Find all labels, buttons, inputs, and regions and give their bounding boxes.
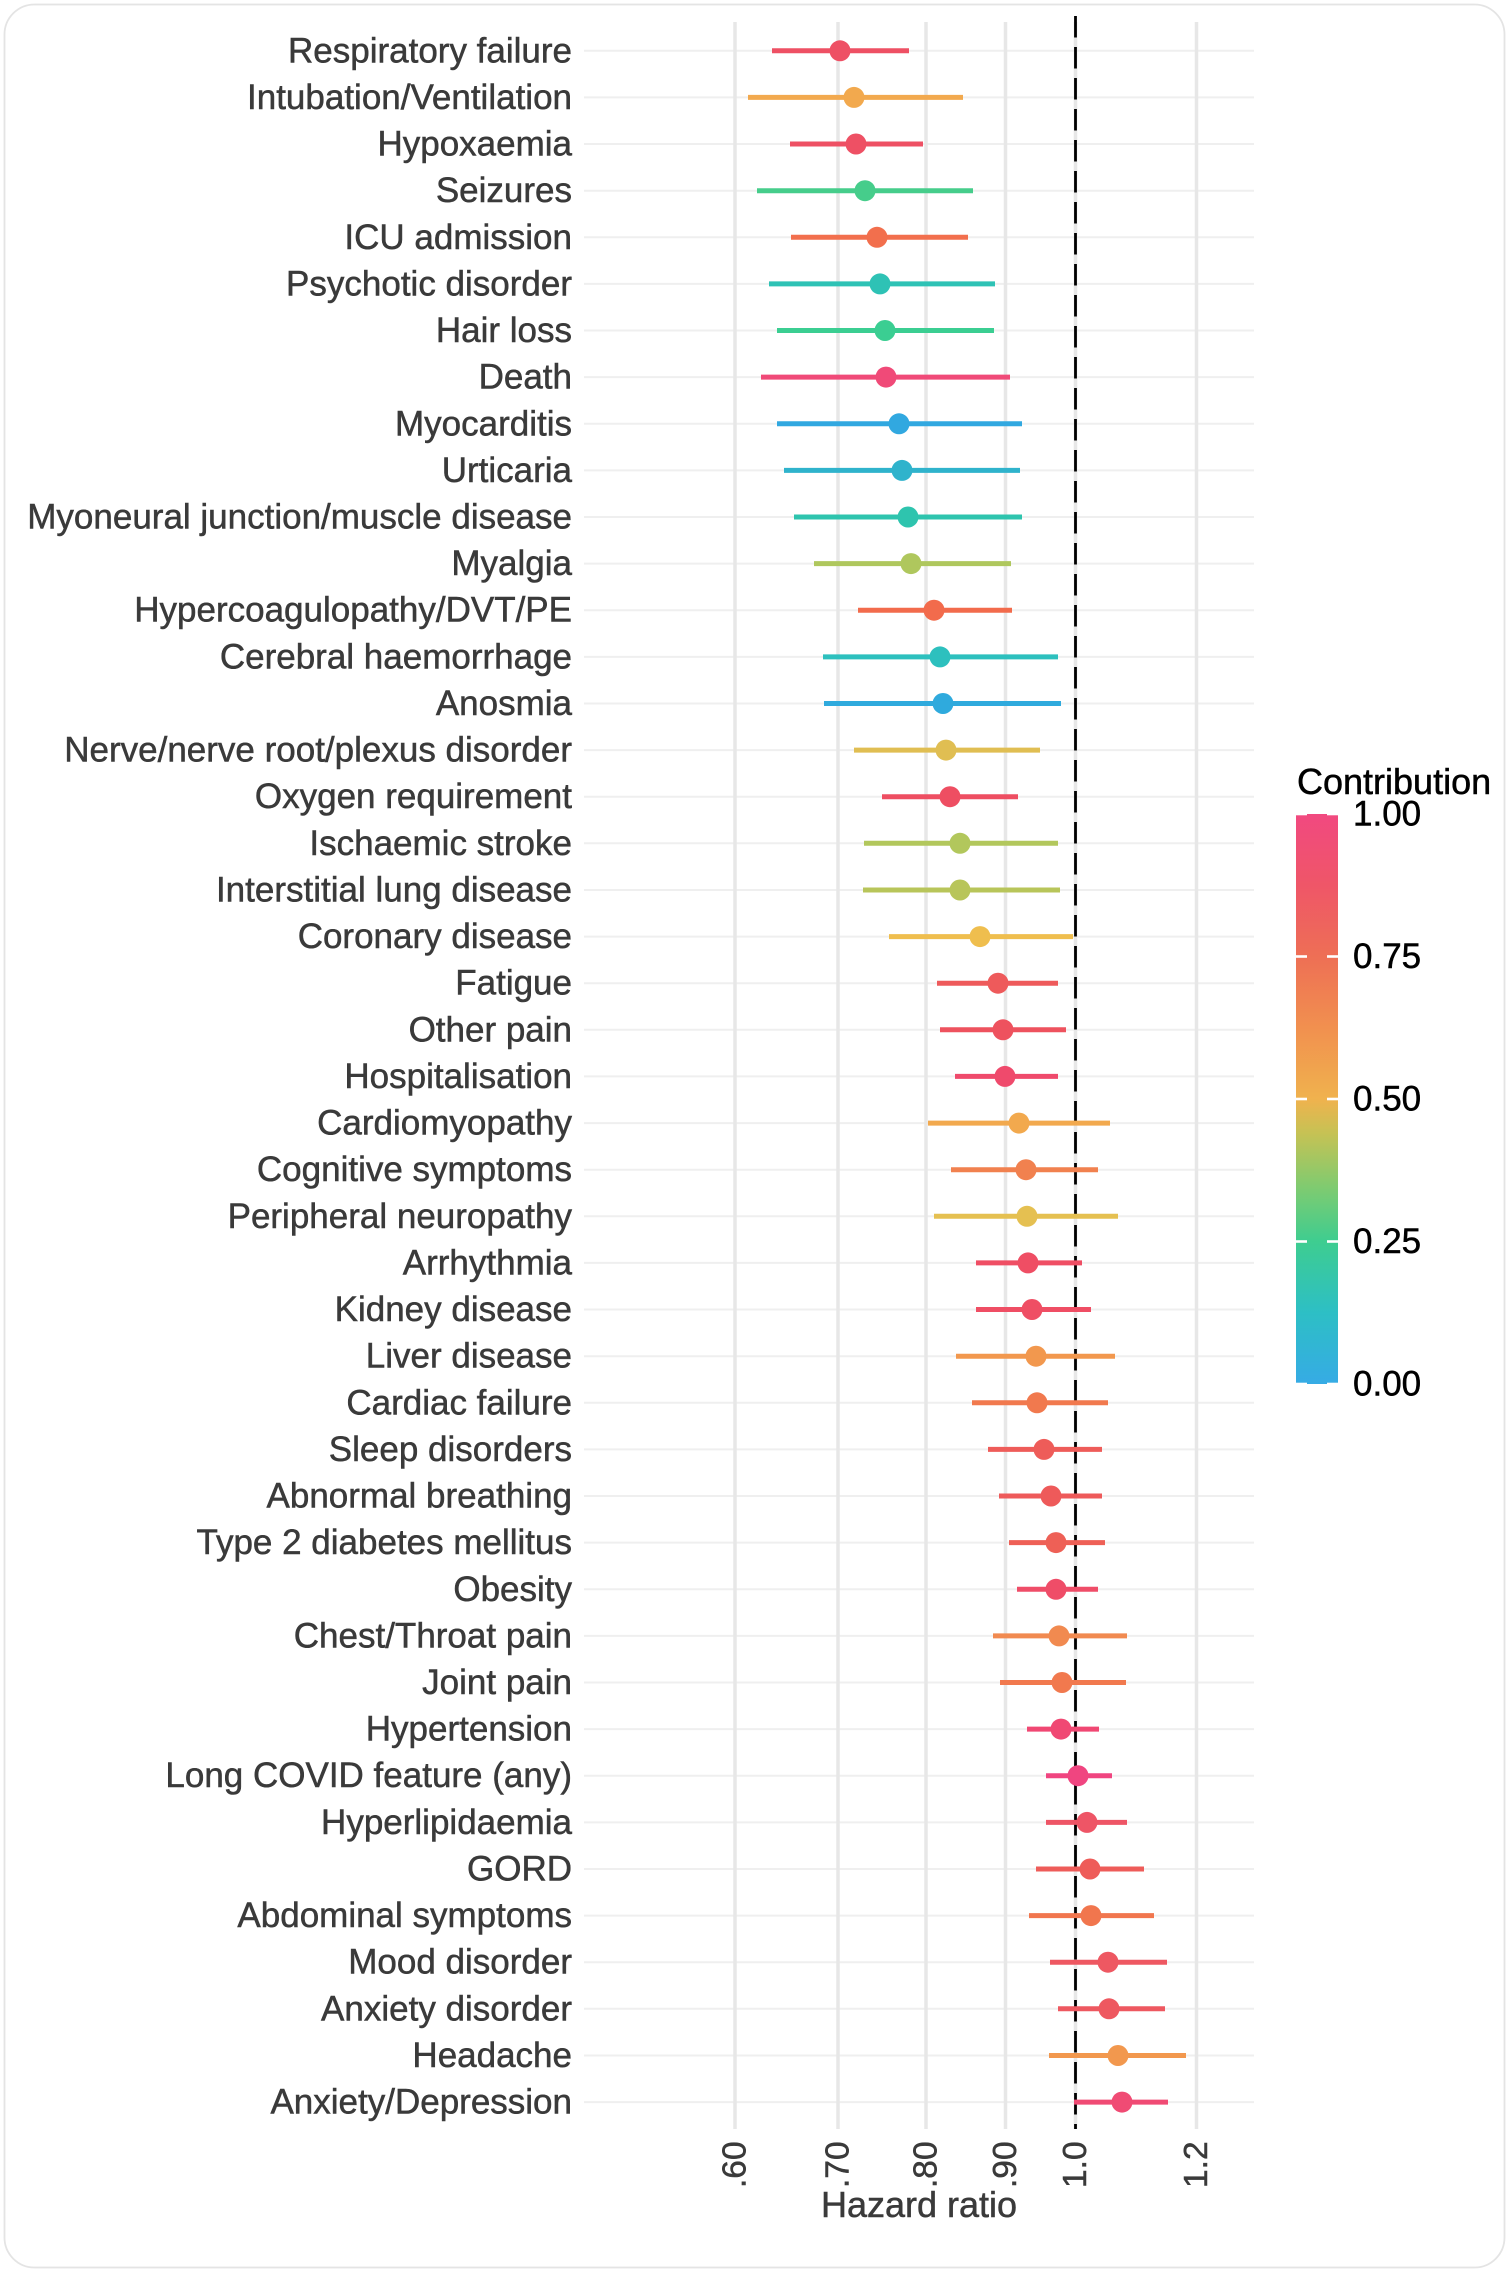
- svg-text:Ischaemic stroke: Ischaemic stroke: [309, 824, 572, 863]
- svg-text:Hypercoagulopathy/DVT/PE: Hypercoagulopathy/DVT/PE: [134, 591, 572, 630]
- svg-text:Cardiomyopathy: Cardiomyopathy: [317, 1104, 572, 1143]
- svg-text:Interstitial lung disease: Interstitial lung disease: [216, 871, 572, 910]
- svg-text:Headache: Headache: [412, 2036, 572, 2075]
- svg-text:0.50: 0.50: [1353, 1080, 1421, 1119]
- svg-text:Cognitive symptoms: Cognitive symptoms: [257, 1150, 572, 1189]
- svg-text:GORD: GORD: [467, 1850, 572, 1889]
- svg-text:Anxiety disorder: Anxiety disorder: [321, 1989, 572, 2028]
- svg-text:Arrhythmia: Arrhythmia: [403, 1243, 573, 1282]
- svg-text:Long COVID feature (any): Long COVID feature (any): [165, 1756, 572, 1795]
- svg-text:Death: Death: [479, 358, 572, 397]
- svg-text:0.00: 0.00: [1353, 1365, 1421, 1404]
- svg-text:Mood disorder: Mood disorder: [348, 1943, 572, 1982]
- svg-text:Myoneural junction/muscle dise: Myoneural junction/muscle disease: [27, 498, 572, 537]
- svg-text:Nerve/nerve root/plexus disord: Nerve/nerve root/plexus disorder: [64, 731, 572, 770]
- svg-text:Psychotic disorder: Psychotic disorder: [286, 264, 572, 303]
- svg-text:Anosmia: Anosmia: [436, 684, 573, 723]
- svg-text:Hair loss: Hair loss: [436, 311, 572, 350]
- svg-text:Hazard ratio: Hazard ratio: [821, 2184, 1017, 2225]
- svg-text:1.00: 1.00: [1353, 795, 1421, 834]
- svg-text:Hyperlipidaemia: Hyperlipidaemia: [321, 1803, 572, 1842]
- svg-text:Hypoxaemia: Hypoxaemia: [377, 125, 572, 164]
- svg-text:Peripheral neuropathy: Peripheral neuropathy: [228, 1197, 573, 1236]
- svg-text:Kidney disease: Kidney disease: [335, 1290, 572, 1329]
- svg-text:Hypertension: Hypertension: [366, 1710, 572, 1749]
- svg-text:Obesity: Obesity: [453, 1570, 572, 1609]
- svg-text:0.75: 0.75: [1353, 937, 1421, 976]
- svg-text:Seizures: Seizures: [436, 171, 572, 210]
- svg-text:.60: .60: [717, 2141, 754, 2188]
- svg-text:Intubation/Ventilation: Intubation/Ventilation: [247, 78, 572, 117]
- svg-text:Urticaria: Urticaria: [442, 451, 573, 490]
- svg-text:.90: .90: [987, 2141, 1024, 2188]
- svg-text:Liver disease: Liver disease: [366, 1337, 572, 1376]
- svg-text:Coronary disease: Coronary disease: [298, 917, 572, 956]
- svg-text:.70: .70: [820, 2141, 857, 2188]
- svg-text:Anxiety/Depression: Anxiety/Depression: [270, 2083, 572, 2122]
- svg-text:Abnormal breathing: Abnormal breathing: [267, 1477, 572, 1516]
- svg-text:Contribution: Contribution: [1297, 761, 1491, 802]
- svg-text:1.0: 1.0: [1057, 2141, 1094, 2188]
- svg-text:Sleep disorders: Sleep disorders: [329, 1430, 572, 1469]
- svg-text:.80: .80: [908, 2141, 945, 2188]
- svg-text:Oxygen requirement: Oxygen requirement: [255, 777, 572, 816]
- svg-text:Other pain: Other pain: [409, 1010, 572, 1049]
- svg-text:Cardiac failure: Cardiac failure: [346, 1383, 572, 1422]
- svg-text:ICU admission: ICU admission: [344, 218, 572, 257]
- svg-text:Myocarditis: Myocarditis: [395, 404, 572, 443]
- svg-text:Myalgia: Myalgia: [451, 544, 572, 583]
- svg-text:Cerebral haemorrhage: Cerebral haemorrhage: [220, 637, 572, 676]
- svg-text:Type 2 diabetes mellitus: Type 2 diabetes mellitus: [197, 1523, 572, 1562]
- svg-text:Abdominal symptoms: Abdominal symptoms: [237, 1896, 572, 1935]
- svg-text:Fatigue: Fatigue: [455, 964, 572, 1003]
- svg-text:0.25: 0.25: [1353, 1222, 1421, 1261]
- svg-text:1.2: 1.2: [1178, 2141, 1215, 2188]
- svg-text:Respiratory failure: Respiratory failure: [288, 31, 572, 70]
- svg-text:Joint pain: Joint pain: [422, 1663, 572, 1702]
- svg-text:Hospitalisation: Hospitalisation: [344, 1057, 572, 1096]
- svg-text:Chest/Throat pain: Chest/Throat pain: [294, 1616, 572, 1655]
